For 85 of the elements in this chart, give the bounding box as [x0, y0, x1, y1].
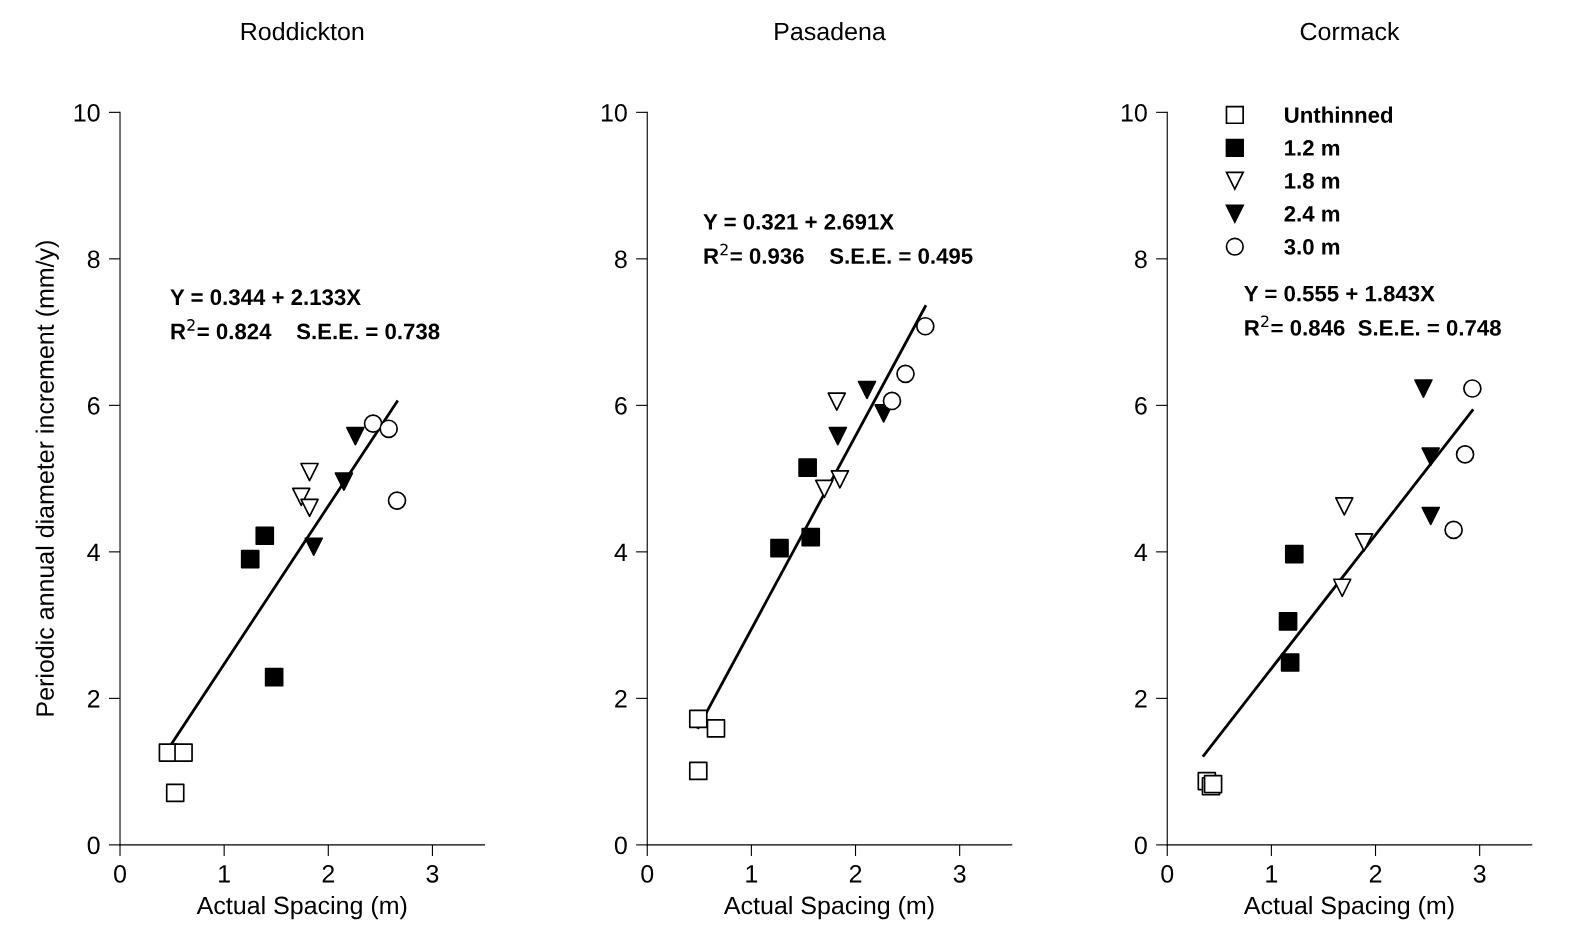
x-tick-label: 1	[1266, 865, 1278, 883]
y-tick-label: 6	[1135, 396, 1147, 415]
point	[827, 392, 847, 412]
point	[1444, 520, 1463, 540]
point	[688, 761, 708, 781]
annotation: R$^{2}$= 0.846 S.E.E. = 0.748	[1245, 315, 1501, 336]
point	[688, 709, 708, 729]
point	[255, 526, 275, 546]
annotation: R$^{2}$= 0.824 S.E.E. = 0.738	[171, 319, 440, 340]
y-tick-label: 10	[601, 103, 627, 122]
x-axis-title: Actual Spacing (m)	[1243, 895, 1454, 920]
chart-title: Pasadena	[775, 22, 886, 41]
point	[857, 380, 877, 400]
point	[334, 472, 354, 491]
point	[814, 479, 834, 499]
point	[1463, 379, 1482, 398]
point	[379, 419, 399, 439]
y-tick-label: 4	[614, 543, 628, 561]
point	[165, 783, 185, 803]
point	[346, 426, 365, 446]
legend-label: 1.8 m	[1285, 173, 1340, 189]
x-tick-label: 0	[1161, 864, 1174, 883]
legend-label: 1.2 m	[1285, 140, 1340, 156]
y-tick-label: 8	[1134, 250, 1147, 269]
x-tick-label: 2	[1369, 864, 1382, 883]
point	[882, 391, 902, 411]
point	[1280, 653, 1300, 672]
point	[304, 537, 324, 557]
point	[896, 364, 915, 384]
point	[1334, 497, 1354, 516]
point	[291, 487, 311, 507]
y-tick-label: 4	[1134, 543, 1148, 561]
x-tick-label: 3	[953, 864, 966, 883]
x-tick-label: 2	[322, 864, 334, 883]
y-tick-label: 4	[87, 543, 100, 561]
point	[1455, 445, 1475, 464]
point	[387, 491, 407, 510]
point	[828, 426, 848, 446]
point	[1332, 578, 1352, 598]
point	[1414, 379, 1433, 398]
point	[240, 549, 260, 569]
point	[706, 719, 726, 738]
y-tick-label: 2	[1135, 689, 1147, 708]
legend-label: Unthinned	[1285, 106, 1393, 123]
x-tick-label: 1	[219, 865, 230, 883]
annotation: R$^{2}$= 0.936 S.E.E. = 0.495	[704, 243, 973, 264]
x-axis-title: Actual Spacing (m)	[196, 895, 407, 920]
point	[300, 462, 319, 482]
point	[1421, 447, 1441, 466]
point	[1421, 506, 1441, 526]
x-tick-label: 3	[1473, 864, 1486, 883]
point	[770, 538, 789, 558]
x-tick-label: 3	[426, 864, 439, 883]
y-tick-label: 2	[87, 689, 100, 708]
legend-label: 3.0 m	[1284, 238, 1340, 255]
point	[798, 458, 817, 477]
y-tick-label: 0	[1134, 836, 1147, 855]
point	[801, 527, 821, 547]
point	[1284, 544, 1304, 564]
legend-label: 2.4 m	[1284, 205, 1340, 222]
y-axis-title: Periodic annual diameter increment (mm/y)	[35, 241, 59, 716]
y-tick-label: 6	[615, 396, 627, 415]
x-tick-label: 1	[746, 865, 758, 883]
point	[264, 667, 284, 687]
x-tick-label: 0	[114, 864, 126, 883]
y-tick-label: 0	[614, 836, 627, 855]
chart-title: Cormack	[1300, 22, 1400, 41]
y-tick-label: 8	[87, 250, 100, 269]
y-tick-label: 0	[87, 836, 100, 855]
y-tick-label: 2	[615, 689, 627, 708]
chart-title: Roddickton	[241, 22, 364, 41]
annotation: Y = 0.321 + 2.691X	[703, 213, 894, 230]
point	[300, 498, 319, 518]
y-tick-label: 8	[614, 250, 627, 269]
y-tick-label: 10	[74, 103, 100, 122]
annotation: Y = 0.555 + 1.843X	[1244, 285, 1435, 302]
point	[1278, 612, 1298, 631]
y-tick-label: 10	[1121, 103, 1147, 122]
x-tick-label: 0	[641, 864, 654, 883]
point	[830, 470, 850, 489]
y-tick-label: 6	[87, 396, 100, 415]
point	[174, 743, 193, 762]
x-tick-label: 2	[849, 864, 862, 883]
annotation: Y = 0.344 + 2.133X	[170, 289, 361, 306]
x-axis-title: Actual Spacing (m)	[723, 895, 934, 920]
